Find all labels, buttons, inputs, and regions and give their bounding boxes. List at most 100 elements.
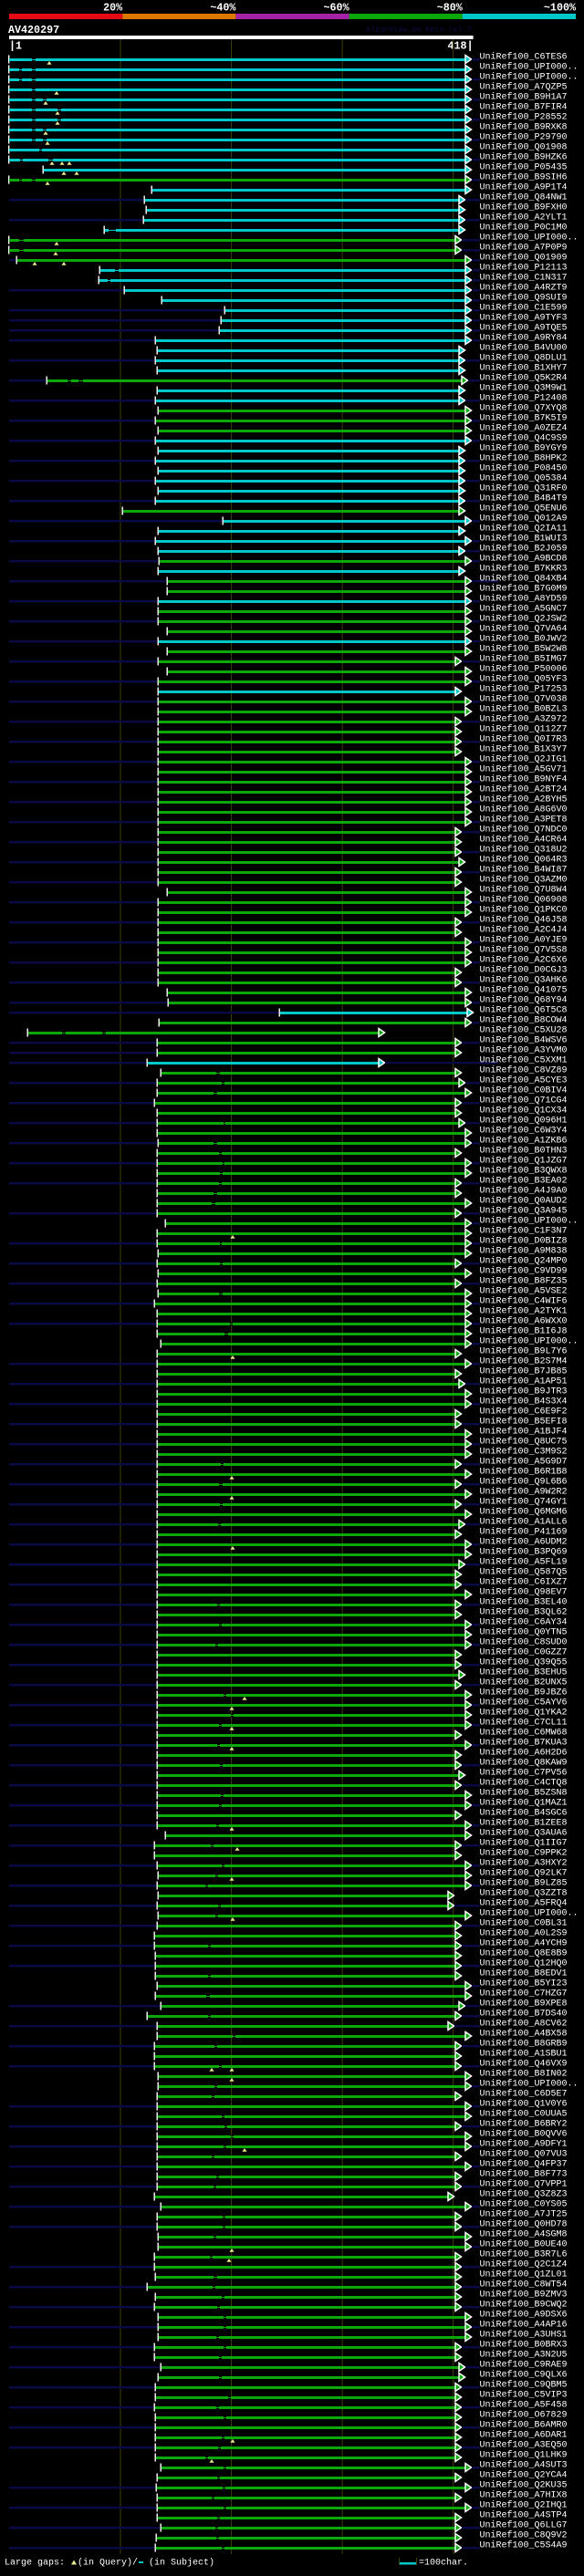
svg-text:UniRef100_A8CV62: UniRef100_A8CV62 xyxy=(480,2019,568,2030)
svg-text:UniRef100_C0BIV4: UniRef100_C0BIV4 xyxy=(480,1085,568,1096)
svg-text:UniRef100_P29790: UniRef100_P29790 xyxy=(480,132,568,143)
svg-text:UniRef100_B4VU00: UniRef100_B4VU00 xyxy=(480,343,568,354)
svg-text:UniRef100_A3HXY2: UniRef100_A3HXY2 xyxy=(480,1858,568,1869)
svg-text:UniRef100_B1X3Y7: UniRef100_B1X3Y7 xyxy=(480,744,568,755)
svg-text:UniRef100_Q1IIG7: UniRef100_Q1IIG7 xyxy=(480,1838,568,1849)
svg-text:UniRef100_Q1PKC0: UniRef100_Q1PKC0 xyxy=(480,905,568,916)
svg-text:UniRef100_P05435: UniRef100_P05435 xyxy=(480,162,568,173)
svg-text:UniRef100_Q5ENU6: UniRef100_Q5ENU6 xyxy=(480,504,568,514)
svg-text:(in Query)/: (in Query)/ xyxy=(78,2558,138,2569)
svg-text:UniRef100_Q3AZM0: UniRef100_Q3AZM0 xyxy=(480,875,568,886)
svg-text:UniRef100_B7JB85: UniRef100_B7JB85 xyxy=(480,1366,568,1377)
svg-text:UniRef100_Q0AUD2: UniRef100_Q0AUD2 xyxy=(480,1196,568,1207)
svg-text:UniRef100_Q46J58: UniRef100_Q46J58 xyxy=(480,915,568,926)
svg-text:UniRef100_C0YS05: UniRef100_C0YS05 xyxy=(480,2199,568,2210)
svg-text:UniRef100_C6D5E7: UniRef100_C6D5E7 xyxy=(480,2089,568,2100)
svg-text:UniRef100_A6WXX0: UniRef100_A6WXX0 xyxy=(480,1316,568,1327)
svg-text:UniRef100_C6E9F2: UniRef100_C6E9F2 xyxy=(480,1407,568,1418)
svg-text:UniRef100_B0JWV2: UniRef100_B0JWV2 xyxy=(480,634,568,645)
svg-text:UniRef100_C6TES6: UniRef100_C6TES6 xyxy=(480,52,568,63)
svg-text:UniRef100_Q9L6B6: UniRef100_Q9L6B6 xyxy=(480,1477,568,1488)
svg-text:UniRef100_Q05YF3: UniRef100_Q05YF3 xyxy=(480,674,568,685)
svg-text:UniRef100_C9RAE9: UniRef100_C9RAE9 xyxy=(480,2360,568,2371)
svg-text:UniRef100_C6AY34: UniRef100_C6AY34 xyxy=(480,1617,568,1628)
svg-text:UniRef100_B8EDV1: UniRef100_B8EDV1 xyxy=(480,1968,568,1979)
svg-text:UniRef100_A5FL19: UniRef100_A5FL19 xyxy=(480,1557,568,1568)
svg-text:UniRef100_B9XPE8: UniRef100_B9XPE8 xyxy=(480,1999,568,2010)
svg-text:UniRef100_B1WUI3: UniRef100_B1WUI3 xyxy=(480,534,568,545)
svg-text:UniRef100_C6W3Y4: UniRef100_C6W3Y4 xyxy=(480,1126,568,1137)
svg-text:UniRef100_B5YI23: UniRef100_B5YI23 xyxy=(480,1979,568,1989)
svg-text:UniRef100_UPI000..: UniRef100_UPI000.. xyxy=(480,62,579,73)
svg-text:UniRef100_B7KKR3: UniRef100_B7KKR3 xyxy=(480,564,568,575)
svg-text:UniRef100_Q41075: UniRef100_Q41075 xyxy=(480,985,568,996)
svg-text:UniRef100_Q5K2R4: UniRef100_Q5K2R4 xyxy=(480,373,568,384)
svg-text:UniRef100_B7FIR4: UniRef100_B7FIR4 xyxy=(480,102,568,113)
svg-text:UniRef100_D0CGJ3: UniRef100_D0CGJ3 xyxy=(480,965,568,976)
svg-text:UniRef100_Q12HQ0: UniRef100_Q12HQ0 xyxy=(480,1958,568,1969)
svg-text:UniRef100_B3R7L6: UniRef100_B3R7L6 xyxy=(480,2249,568,2260)
svg-text:AlignView.pm Beta rel.7: AlignView.pm Beta rel.7 xyxy=(366,26,472,35)
svg-text:UniRef100_Q1LHK9: UniRef100_Q1LHK9 xyxy=(480,2450,568,2461)
svg-text:UniRef100_C1N317: UniRef100_C1N317 xyxy=(480,273,568,284)
svg-text:UniRef100_Q1V0Y6: UniRef100_Q1V0Y6 xyxy=(480,2099,568,2110)
svg-text:UniRef100_B4SGC6: UniRef100_B4SGC6 xyxy=(480,1808,568,1819)
svg-text:UniRef100_Q39Q55: UniRef100_Q39Q55 xyxy=(480,1657,568,1668)
svg-text:UniRef100_B9CWQ2: UniRef100_B9CWQ2 xyxy=(480,2300,568,2311)
svg-text:UniRef100_B3PQ69: UniRef100_B3PQ69 xyxy=(480,1547,568,1558)
svg-text:UniRef100_C7HZG7: UniRef100_C7HZG7 xyxy=(480,1989,568,2000)
svg-text:UniRef100_B3QWX8: UniRef100_B3QWX8 xyxy=(480,1166,568,1177)
svg-text:UniRef100_Q1JZG7: UniRef100_Q1JZG7 xyxy=(480,1156,568,1167)
svg-text:UniRef100_C6MW68: UniRef100_C6MW68 xyxy=(480,1728,568,1739)
svg-text:UniRef100_A9DFY1: UniRef100_A9DFY1 xyxy=(480,2139,568,2150)
svg-text:UniRef100_A2BT24: UniRef100_A2BT24 xyxy=(480,784,568,795)
svg-text:UniRef100_C5VIP3: UniRef100_C5VIP3 xyxy=(480,2390,568,2401)
svg-text:UniRef100_Q74GY1: UniRef100_Q74GY1 xyxy=(480,1497,568,1508)
svg-text:UniRef100_Q2IA11: UniRef100_Q2IA11 xyxy=(480,524,568,535)
svg-text:UniRef100_A4YCH9: UniRef100_A4YCH9 xyxy=(480,1938,568,1949)
svg-text:UniRef100_Q68Y94: UniRef100_Q68Y94 xyxy=(480,995,568,1006)
svg-text:UniRef100_C9PPK2: UniRef100_C9PPK2 xyxy=(480,1848,568,1859)
svg-text:UniRef100_A3YVM0: UniRef100_A3YVM0 xyxy=(480,1045,568,1056)
svg-text:UniRef100_B5W2W8: UniRef100_B5W2W8 xyxy=(480,644,568,655)
svg-text:UniRef100_B8IN02: UniRef100_B8IN02 xyxy=(480,2069,568,2080)
svg-text:UniRef100_A9TQE5: UniRef100_A9TQE5 xyxy=(480,323,568,334)
svg-text:UniRef100_A6H2D6: UniRef100_A6H2D6 xyxy=(480,1748,568,1759)
svg-text:UniRef100_B2UNX5: UniRef100_B2UNX5 xyxy=(480,1678,568,1688)
svg-text:UniRef100_A4STP4: UniRef100_A4STP4 xyxy=(480,2510,568,2521)
svg-text:UniRef100_Q2KU35: UniRef100_Q2KU35 xyxy=(480,2480,568,2491)
svg-text:UniRef100_B9JBZ6: UniRef100_B9JBZ6 xyxy=(480,1688,568,1698)
svg-text:UniRef100_B7DS40: UniRef100_B7DS40 xyxy=(480,2009,568,2020)
svg-text:UniRef100_A3N2U5: UniRef100_A3N2U5 xyxy=(480,2350,568,2361)
svg-text:UniRef100_Q3AHK6: UniRef100_Q3AHK6 xyxy=(480,975,568,986)
svg-text:UniRef100_A5FRQ4: UniRef100_A5FRQ4 xyxy=(480,1898,568,1909)
svg-text:UniRef100_A3UHS1: UniRef100_A3UHS1 xyxy=(480,2330,568,2341)
svg-text:UniRef100_B9RXK8: UniRef100_B9RXK8 xyxy=(480,122,568,133)
svg-text:UniRef100_C0UUA5: UniRef100_C0UUA5 xyxy=(480,2109,568,2120)
svg-text:=100char.: =100char. xyxy=(419,2558,468,2569)
svg-text:UniRef100_Q096H1: UniRef100_Q096H1 xyxy=(480,1116,568,1127)
svg-text:UniRef100_C5AYV6: UniRef100_C5AYV6 xyxy=(480,1698,568,1709)
svg-text:UniRef100_Q318U2: UniRef100_Q318U2 xyxy=(480,845,568,856)
svg-text:UniRef100_Q3M9W1: UniRef100_Q3M9W1 xyxy=(480,383,568,394)
svg-text:UniRef100_A9W2R2: UniRef100_A9W2R2 xyxy=(480,1487,568,1498)
svg-text:UniRef100_P12408: UniRef100_P12408 xyxy=(480,393,568,404)
svg-text:UniRef100_A5VSE2: UniRef100_A5VSE2 xyxy=(480,1286,568,1297)
svg-text:UniRef100_Q8KAW9: UniRef100_Q8KAW9 xyxy=(480,1758,568,1769)
svg-text:UniRef100_C0GZZ7: UniRef100_C0GZZ7 xyxy=(480,1647,568,1658)
svg-text:UniRef100_P08450: UniRef100_P08450 xyxy=(480,463,568,474)
svg-text:UniRef100_UPI000..: UniRef100_UPI000.. xyxy=(480,72,579,83)
svg-text:UniRef100_A1ALL6: UniRef100_A1ALL6 xyxy=(480,1517,568,1528)
svg-text:Large gaps:: Large gaps: xyxy=(5,2559,65,2569)
svg-text:UniRef100_Q1YKA2: UniRef100_Q1YKA2 xyxy=(480,1708,568,1719)
svg-text:UniRef100_Q3ZZT8: UniRef100_Q3ZZT8 xyxy=(480,1888,568,1899)
svg-text:UniRef100_A0YJE9: UniRef100_A0YJE9 xyxy=(480,935,568,946)
svg-text:UniRef100_Q6LLG7: UniRef100_Q6LLG7 xyxy=(480,2520,568,2531)
svg-text:UniRef100_P41169: UniRef100_P41169 xyxy=(480,1527,568,1538)
svg-text:UniRef100_A6DAR1: UniRef100_A6DAR1 xyxy=(480,2430,568,2441)
svg-text:UniRef100_Q0I7R3: UniRef100_Q0I7R3 xyxy=(480,734,568,745)
svg-text:UniRef100_Q7V038: UniRef100_Q7V038 xyxy=(480,694,568,705)
svg-text:UniRef100_Q7NDC0: UniRef100_Q7NDC0 xyxy=(480,825,568,836)
svg-text:UniRef100_Q587Q5: UniRef100_Q587Q5 xyxy=(480,1567,568,1578)
svg-text:UniRef100_B0BZL3: UniRef100_B0BZL3 xyxy=(480,704,568,715)
